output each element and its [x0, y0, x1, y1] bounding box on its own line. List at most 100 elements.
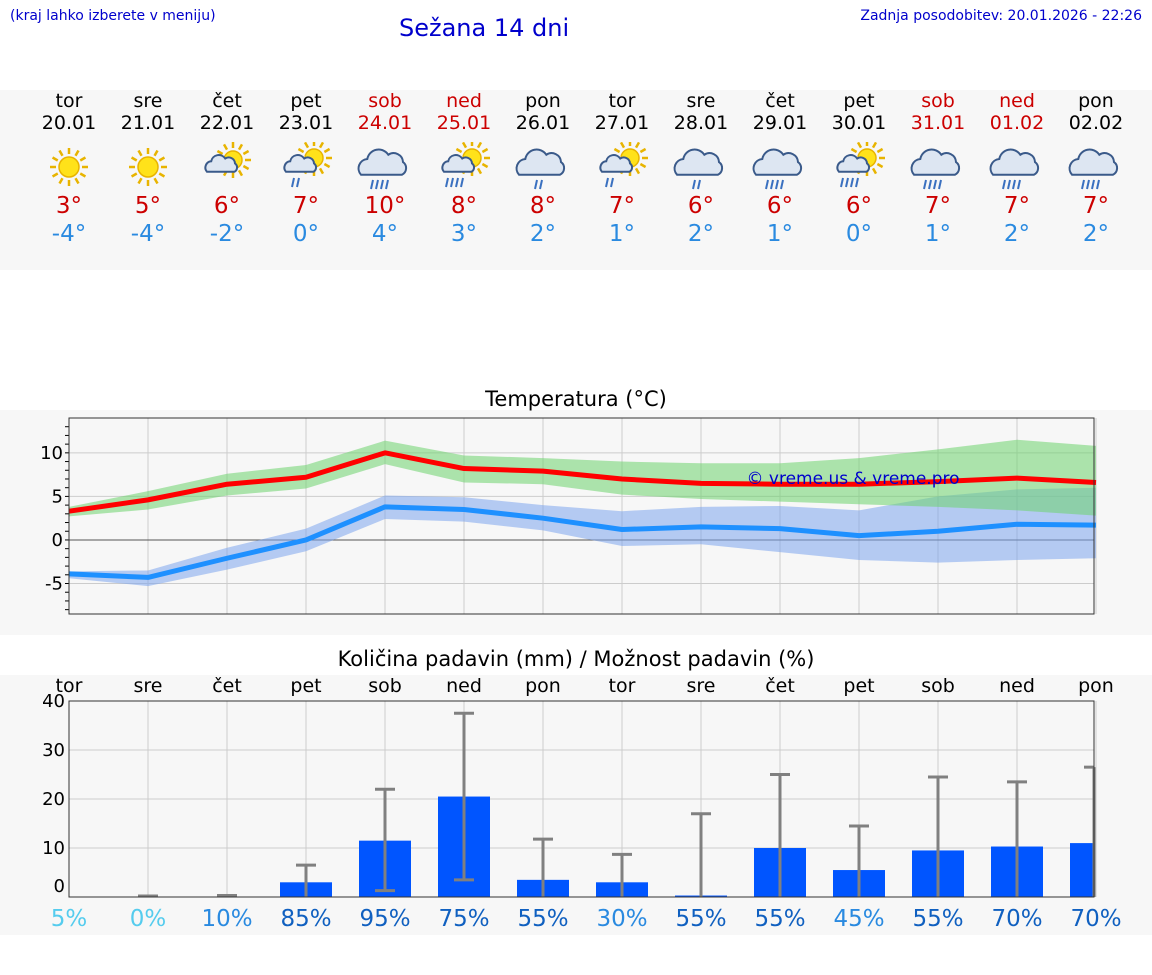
cloud-shape — [836, 154, 871, 173]
min-temperature: 1° — [924, 221, 952, 247]
sun-cloud-rain-icon — [283, 142, 332, 188]
x-tick-label: pon — [1078, 675, 1114, 697]
location-menu-hint: (kraj lahko izberete v meniju) — [10, 8, 216, 24]
min-temperature-line — [68, 504, 1097, 580]
sun-shape — [50, 148, 88, 186]
max-temperature: 7° — [1003, 193, 1031, 219]
x-tick-label: pon — [525, 675, 561, 697]
page-title: Sežana 14 dni — [399, 14, 570, 42]
sun-shape — [129, 148, 167, 186]
min-temperature: 4° — [371, 221, 399, 247]
min-temperature: -4° — [51, 221, 87, 247]
raindrop — [933, 179, 937, 190]
raindrop — [370, 179, 374, 190]
cloud-shape — [515, 148, 566, 176]
day-name: ned — [446, 90, 482, 112]
x-tick-label: sob — [921, 675, 955, 697]
day-column: sob 31.01 7° 1° — [898, 90, 978, 248]
day-name: ned — [999, 90, 1035, 112]
raindrop — [291, 177, 295, 188]
day-name: pet — [843, 90, 875, 112]
precipitation-chance: 75% — [438, 906, 489, 932]
min-temperature: 3° — [450, 221, 478, 247]
max-temperature-range — [69, 439, 1096, 517]
day-date: 29.01 — [752, 112, 808, 134]
raindrop — [923, 179, 927, 190]
max-temperature: 7° — [1082, 193, 1110, 219]
precipitation-chance: 55% — [517, 906, 568, 932]
y-tick-label: 40 — [42, 691, 65, 712]
raindrop — [460, 177, 464, 188]
min-temperature: 2° — [687, 221, 715, 247]
day-date: 22.01 — [199, 112, 255, 134]
raindrop — [770, 179, 774, 190]
raindrop — [775, 179, 779, 190]
precipitation-chance: 70% — [1070, 906, 1121, 932]
y-tick-label: 10 — [40, 443, 63, 464]
cloud-shape — [283, 154, 318, 173]
day-date: 24.01 — [357, 112, 413, 134]
raindrop — [1086, 179, 1090, 190]
y-tick-label: 0 — [54, 876, 65, 897]
raindrop — [1002, 179, 1006, 190]
max-temperature: 7° — [608, 193, 636, 219]
day-column: tor 27.01 7° 1° — [582, 90, 662, 248]
day-name: sre — [686, 90, 716, 112]
daily-forecast-panel — [0, 90, 1152, 270]
x-tick-label: čet — [212, 675, 242, 697]
cloud-rain-icon — [1068, 148, 1119, 190]
raindrop — [1096, 179, 1100, 190]
watermark: © vreme.us & vreme.pro — [746, 469, 959, 489]
cloud-shape — [752, 148, 803, 176]
day-column: sre 21.01 5° -4° — [108, 90, 188, 248]
precipitation-chance: 45% — [833, 906, 884, 932]
precipitation-chance: 0% — [130, 906, 167, 932]
precipitation-chance: 85% — [280, 906, 331, 932]
cloud-rain-icon — [910, 148, 961, 190]
raindrop — [539, 179, 543, 190]
day-name: sre — [133, 90, 163, 112]
precipitation-chance: 55% — [754, 906, 805, 932]
day-column: čet 22.01 6° -2° — [187, 90, 267, 248]
y-tick-label: 0 — [52, 530, 63, 551]
raindrop — [840, 177, 844, 188]
cloud-shape — [989, 148, 1040, 176]
raindrop — [1017, 179, 1021, 190]
precipitation-chance: 55% — [912, 906, 963, 932]
plot-frame — [68, 417, 1095, 615]
day-name: tor — [55, 90, 83, 112]
min-temperature: 1° — [608, 221, 636, 247]
raindrop — [855, 177, 859, 188]
temperature-chart: -5 0 5 10 © vreme.us & vreme.pro — [40, 417, 1097, 615]
day-date: 20.01 — [41, 112, 97, 134]
sun-cloud-heavy-rain-icon — [836, 142, 885, 188]
min-temperature: -4° — [130, 221, 166, 247]
x-tick-label: čet — [765, 675, 795, 697]
day-name: pet — [290, 90, 322, 112]
day-name: čet — [212, 90, 242, 112]
max-temperature: 8° — [529, 193, 557, 219]
precipitation-chance: 55% — [675, 906, 726, 932]
raindrop — [296, 177, 300, 188]
x-tick-label: ned — [999, 675, 1035, 697]
day-name: pon — [525, 90, 561, 112]
day-date: 02.02 — [1068, 112, 1124, 134]
precipitation-chance: 70% — [991, 906, 1042, 932]
x-tick-label: pet — [843, 675, 874, 697]
y-tick-label: -5 — [45, 574, 63, 595]
raindrop — [610, 177, 614, 188]
x-tick-label: tor — [609, 675, 636, 697]
day-date: 27.01 — [594, 112, 650, 134]
day-date: 26.01 — [515, 112, 571, 134]
cloud-shape — [599, 154, 634, 173]
precipitation-bar — [1070, 843, 1094, 897]
precipitation-chance: 10% — [201, 906, 252, 932]
cloud-shape — [357, 148, 408, 176]
day-column: sob 24.01 10° 4° — [345, 90, 425, 248]
raindrop — [850, 177, 854, 188]
y-tick-label: 30 — [42, 740, 65, 761]
plot-frame — [68, 700, 1095, 898]
sun-icon — [129, 148, 167, 186]
max-temperature: 6° — [687, 193, 715, 219]
min-temperature: 0° — [292, 221, 320, 247]
